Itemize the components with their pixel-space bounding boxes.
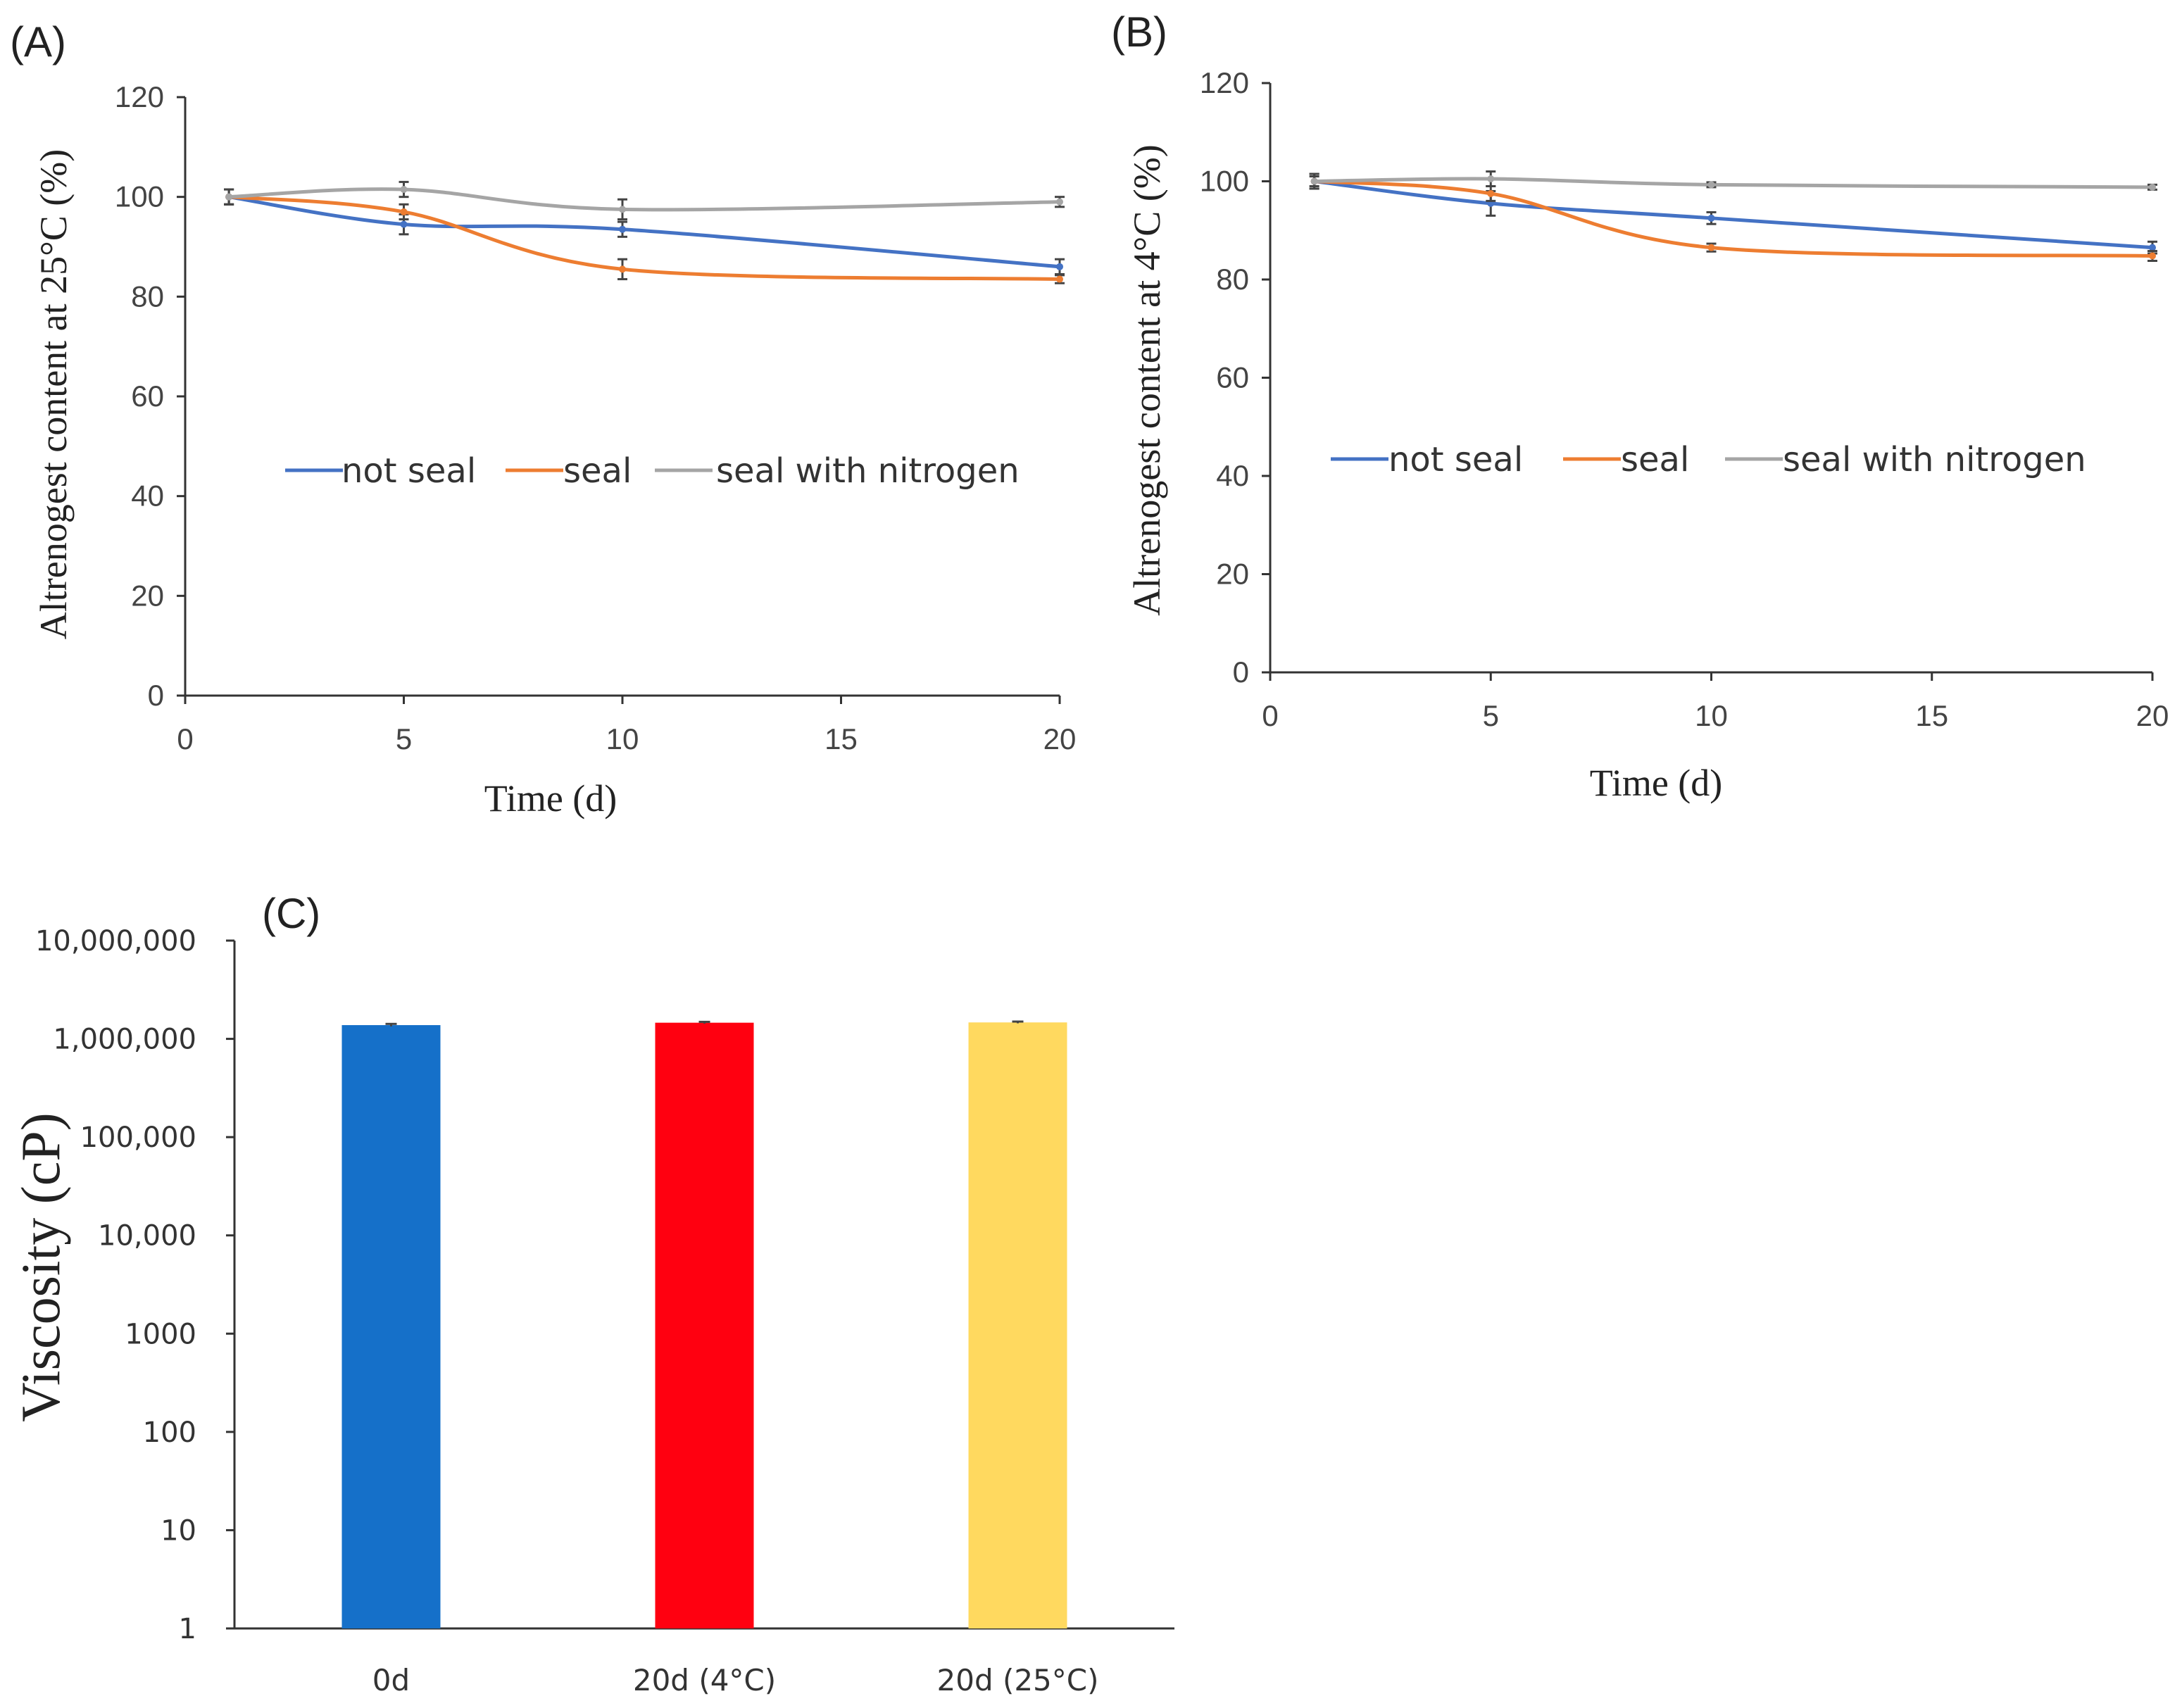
y-tick-label: 120 — [115, 80, 164, 113]
panel-c-bars: 0d 20d (4°C) 20d (25°C) — [341, 1020, 1099, 1697]
x-tick-label: 15 — [1915, 699, 1948, 732]
x-tick-label: 15 — [824, 722, 858, 755]
x-tick-label: 0 — [177, 722, 193, 755]
panel-a-chart: (A) 0 20 40 60 80 100 120 0 5 10 15 20 Time (d) Alt… — [10, 18, 1076, 820]
y-tick-label: 10,000,000 — [35, 925, 196, 957]
panel-b-chart: (B) 0 20 40 60 80 100 120 0 5 10 15 20 Time (d) Alt… — [1111, 8, 2169, 804]
legend-label-not-seal: not seal — [341, 451, 476, 491]
series-line-seal — [1314, 180, 2153, 258]
series-line-not-seal — [1314, 180, 2153, 250]
x-category-label: 0d — [372, 1663, 410, 1697]
y-tick-label: 40 — [131, 479, 164, 513]
panel-a-axes: 0 20 40 60 80 100 120 0 5 10 15 20 — [115, 80, 1076, 755]
error-bar — [385, 1022, 397, 1026]
y-tick-label: 100 — [143, 1417, 196, 1449]
y-tick-label: 60 — [131, 379, 164, 413]
panel-a-series — [224, 180, 1065, 284]
data-point — [1707, 214, 1715, 222]
y-tick-label: 100 — [1200, 165, 1249, 198]
panel-a-y-axis-title: Altrenogest content at 25°C (%) — [32, 149, 75, 639]
x-category-label: 20d (25°C) — [937, 1663, 1099, 1697]
y-tick-label: 40 — [1216, 459, 1249, 492]
series-line-seal-with-nitrogen — [1314, 177, 2153, 189]
y-tick-label: 10,000 — [98, 1220, 196, 1252]
x-tick-label: 10 — [606, 722, 639, 755]
series-seal-with-nitrogen — [1309, 170, 2157, 191]
panel-a-x-axis-title: Time (d) — [484, 777, 617, 820]
y-tick-label: 120 — [1200, 66, 1249, 99]
series-not-seal — [224, 188, 1065, 275]
error-bar — [1012, 1020, 1024, 1024]
data-point — [1487, 189, 1495, 197]
data-point — [225, 193, 233, 201]
data-point — [400, 220, 408, 228]
y-tick-label: 0 — [1233, 655, 1249, 689]
legend-label-seal: seal — [563, 451, 632, 491]
data-point — [2149, 183, 2156, 191]
data-point — [2149, 244, 2156, 251]
y-tick-label: 60 — [1216, 361, 1249, 394]
data-point — [400, 186, 408, 194]
y-tick-label: 100,000 — [80, 1122, 196, 1154]
panel-b-x-axis-title: Time (d) — [1590, 762, 1723, 804]
data-point — [1487, 175, 1495, 183]
y-tick-label: 0 — [148, 679, 164, 712]
panel-b-y-axis-title: Altrenogest content at 4°C (%) — [1126, 144, 1168, 615]
bar-20d-25-c — [968, 1022, 1067, 1628]
legend-label-seal-with-nitrogen: seal with nitrogen — [716, 451, 1020, 491]
x-tick-label: 20 — [1043, 722, 1077, 755]
panel-b-series — [1309, 170, 2157, 262]
data-point — [619, 225, 626, 233]
y-tick-label: 1000 — [125, 1318, 196, 1350]
legend-label-seal-with-nitrogen: seal with nitrogen — [1783, 440, 2086, 479]
y-tick-label: 1 — [179, 1613, 196, 1645]
data-point — [400, 208, 408, 215]
y-tick-label: 20 — [1216, 558, 1249, 591]
panel-a-legend: not seal seal seal with nitrogen — [285, 451, 1020, 491]
bar-0d — [341, 1025, 441, 1628]
y-tick-label: 80 — [1216, 263, 1249, 296]
data-point — [1056, 275, 1063, 283]
panel-b-axes: 0 20 40 60 80 100 120 0 5 10 15 20 — [1200, 66, 2169, 732]
data-point — [619, 206, 626, 213]
data-point — [1056, 198, 1063, 206]
data-point — [1707, 244, 1715, 251]
legend-label-seal: seal — [1621, 440, 1689, 479]
panel-b-legend: not seal seal seal with nitrogen — [1331, 440, 2086, 479]
series-seal-with-nitrogen — [224, 180, 1065, 221]
y-tick-label: 80 — [131, 280, 164, 313]
data-point — [619, 265, 626, 273]
data-point — [1056, 263, 1063, 270]
panel-c-chart: (C) 1 10 100 1000 10,000 100,000 1,000,000 10,0… — [10, 890, 1174, 1697]
panel-a-label: (A) — [10, 18, 66, 65]
panel-c-y-axis-title: Viscosity (cP) — [10, 1112, 71, 1421]
x-tick-label: 5 — [396, 722, 412, 755]
y-tick-label: 10 — [161, 1514, 196, 1547]
legend-label-not-seal: not seal — [1388, 440, 1523, 479]
x-tick-label: 10 — [1695, 699, 1728, 732]
y-tick-label: 1,000,000 — [53, 1024, 196, 1056]
x-tick-label: 20 — [2136, 699, 2169, 732]
y-tick-label: 100 — [115, 180, 164, 213]
panel-b-label: (B) — [1111, 8, 1167, 56]
data-point — [2149, 252, 2156, 260]
data-point — [1707, 181, 1715, 189]
error-bar — [698, 1020, 710, 1024]
series-line-seal-with-nitrogen — [228, 187, 1060, 212]
bar-20d-4-c — [655, 1022, 754, 1628]
x-category-label: 20d (4°C) — [633, 1663, 776, 1697]
data-point — [1310, 177, 1318, 185]
series-line-seal — [228, 195, 1060, 282]
x-tick-label: 0 — [1262, 699, 1278, 732]
series-line-not-seal — [228, 195, 1060, 269]
panel-c-label: (C) — [262, 890, 320, 937]
y-tick-label: 20 — [131, 579, 164, 612]
x-tick-label: 5 — [1483, 699, 1499, 732]
